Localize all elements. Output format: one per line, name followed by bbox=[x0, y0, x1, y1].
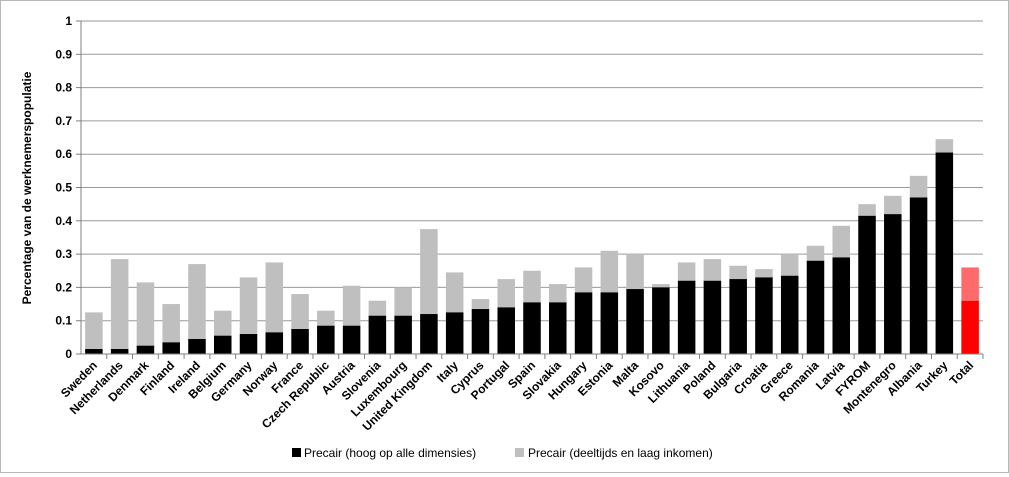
bar-segment-series-2 bbox=[368, 300, 387, 316]
bar-segment-series-1 bbox=[729, 279, 747, 354]
bar-segment-series-2 bbox=[652, 284, 670, 288]
bar-segment-series-1 bbox=[652, 287, 670, 354]
bar-segment-series-2 bbox=[445, 272, 464, 313]
bar-segment-series-2 bbox=[265, 262, 284, 333]
bar-segment-series-1 bbox=[213, 335, 232, 354]
y-tick-label: 0 bbox=[65, 347, 72, 361]
bar-segment-series-1 bbox=[858, 215, 876, 354]
bar-segment-series-1 bbox=[549, 302, 567, 354]
bar-segment-series-1 bbox=[445, 312, 464, 354]
bar-segment-series-2 bbox=[291, 294, 309, 330]
bar-segment-series-2 bbox=[110, 259, 129, 350]
legend-label-series-2: Precair (deeltijds en laag inkomen) bbox=[528, 446, 713, 460]
bar-segment-series-1 bbox=[703, 280, 722, 354]
y-tick-label: 0.9 bbox=[55, 47, 72, 61]
bar-segment-series-1 bbox=[368, 315, 387, 354]
bar-segment-series-1 bbox=[85, 349, 103, 354]
y-tick-label: 0.5 bbox=[55, 181, 72, 195]
bar-segment-series-1 bbox=[497, 307, 515, 354]
bar-segment-series-1 bbox=[136, 345, 155, 354]
legend: Precair (hoog op alle dimensies) Precair… bbox=[292, 446, 713, 460]
bar-segment-series-1 bbox=[239, 334, 258, 354]
bar-segment-series-1 bbox=[471, 309, 490, 354]
bar-segment-series-2 bbox=[162, 304, 180, 343]
bar-segment-series-1 bbox=[626, 289, 644, 354]
bar-segment-series-1 bbox=[523, 302, 541, 354]
bar-segment-series-1 bbox=[394, 315, 412, 354]
y-tick-label: 0.8 bbox=[55, 81, 72, 95]
bar-segment-series-1 bbox=[935, 152, 954, 354]
bar-segment-series-2 bbox=[729, 265, 747, 280]
y-tick-label: 1 bbox=[65, 14, 72, 28]
bar-segment-series-2 bbox=[961, 267, 979, 301]
bars bbox=[85, 139, 979, 354]
bar-segment-series-2 bbox=[85, 312, 103, 350]
bar-segment-series-2 bbox=[471, 299, 490, 310]
bar-segment-series-1 bbox=[806, 260, 825, 354]
bar-segment-series-1 bbox=[780, 275, 799, 354]
bar-segment-series-1 bbox=[755, 277, 773, 354]
bar-segment-series-1 bbox=[110, 349, 129, 354]
bar-segment-series-2 bbox=[342, 285, 361, 326]
bar-segment-series-2 bbox=[703, 259, 722, 281]
bar-segment-series-2 bbox=[806, 245, 825, 261]
legend-swatch-series-1 bbox=[292, 448, 301, 457]
bar-segment-series-2 bbox=[600, 250, 619, 293]
bar-segment-series-2 bbox=[884, 195, 902, 215]
bar-segment-series-1 bbox=[188, 339, 206, 354]
bar-segment-series-2 bbox=[549, 284, 567, 303]
y-tick-label: 0.1 bbox=[55, 314, 72, 328]
bar-segment-series-2 bbox=[755, 269, 773, 278]
bar-segment-series-1 bbox=[574, 292, 593, 354]
bar-segment-series-1 bbox=[600, 292, 619, 354]
bar-segment-series-2 bbox=[317, 310, 335, 326]
bar-segment-series-1 bbox=[265, 332, 284, 354]
bar-segment-series-2 bbox=[780, 254, 799, 276]
bar-segment-series-2 bbox=[523, 270, 541, 303]
bar-segment-series-2 bbox=[136, 282, 155, 346]
axes bbox=[76, 20, 984, 359]
legend-label-series-1: Precair (hoog op alle dimensies) bbox=[304, 446, 476, 460]
bar-segment-series-1 bbox=[832, 257, 851, 354]
bar-segment-series-1 bbox=[342, 325, 361, 354]
legend-swatch-series-2 bbox=[515, 448, 524, 457]
y-tick-label: 0.2 bbox=[55, 280, 72, 294]
bar-segment-series-2 bbox=[497, 279, 515, 308]
x-axis-categories: SwedenNetherlandsDenmarkFinlandIrelandBe… bbox=[58, 358, 976, 434]
y-tick-label: 0.7 bbox=[55, 114, 72, 128]
y-tick-label: 0.6 bbox=[55, 147, 72, 161]
y-tick-label: 0.3 bbox=[55, 247, 72, 261]
bar-segment-series-2 bbox=[394, 287, 412, 316]
bar-segment-series-1 bbox=[317, 325, 335, 354]
bar-segment-series-2 bbox=[858, 204, 876, 216]
y-tick-label: 0.4 bbox=[55, 214, 72, 228]
bar-segment-series-1 bbox=[884, 214, 902, 354]
bar-segment-series-2 bbox=[832, 225, 851, 258]
bar-segment-series-2 bbox=[239, 277, 258, 335]
bar-segment-series-2 bbox=[420, 229, 438, 315]
bar-segment-series-2 bbox=[574, 267, 593, 293]
bar-segment-series-1 bbox=[961, 300, 979, 354]
y-axis-label: Percentage van de werknemerspopulatie bbox=[20, 71, 34, 304]
bar-segment-series-2 bbox=[935, 139, 954, 153]
bar-segment-series-1 bbox=[420, 314, 438, 354]
bar-segment-series-1 bbox=[909, 197, 928, 354]
bar-segment-series-2 bbox=[188, 264, 206, 340]
bar-segment-series-1 bbox=[677, 280, 696, 354]
gridlines bbox=[81, 20, 983, 322]
bar-segment-series-2 bbox=[213, 310, 232, 336]
bar-segment-series-1 bbox=[291, 329, 309, 354]
bar-segment-series-2 bbox=[677, 262, 696, 281]
bar-segment-series-2 bbox=[626, 254, 644, 290]
y-axis-ticks: 0 0.1 0.2 0.3 0.4 0.5 0.6 0.7 0.8 0.9 1 bbox=[55, 14, 72, 361]
bar-segment-series-1 bbox=[162, 342, 180, 354]
x-category-label: Total bbox=[947, 358, 977, 388]
bar-segment-series-2 bbox=[909, 175, 928, 198]
